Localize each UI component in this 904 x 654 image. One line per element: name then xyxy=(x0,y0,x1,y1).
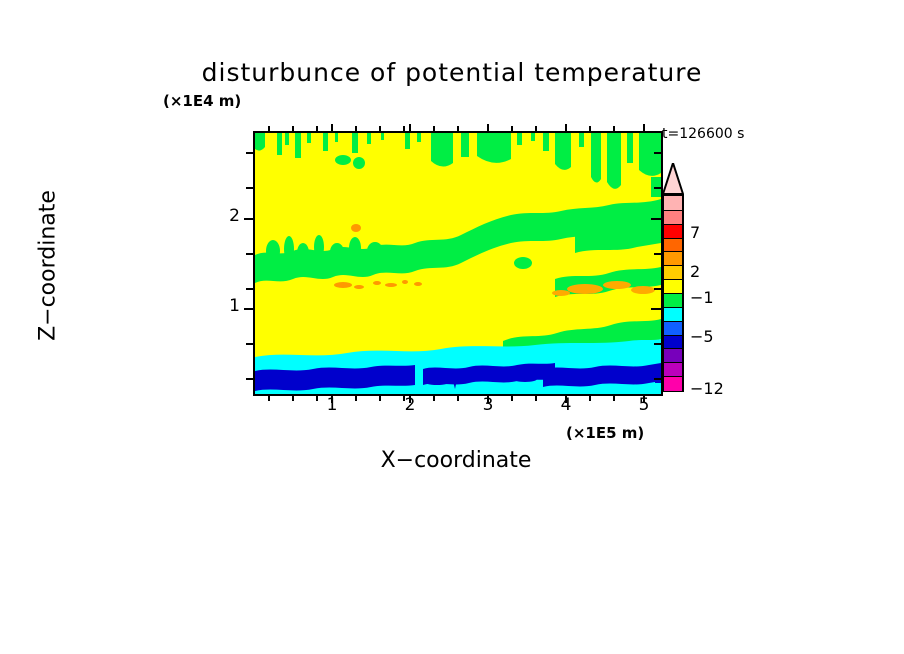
colorbar-segment xyxy=(664,265,682,281)
x-tick xyxy=(355,394,357,401)
x-tick-label: 2 xyxy=(404,395,416,415)
colorbar-segment xyxy=(664,293,682,308)
x-tick-major xyxy=(331,394,333,403)
x-tick-top xyxy=(292,126,294,133)
z-unit-label: (×1E4 m) xyxy=(163,92,242,110)
contour-plot[interactable] xyxy=(253,131,663,396)
x-tick-top xyxy=(511,126,513,133)
page-title: disturbunce of potential temperature xyxy=(201,58,703,87)
colorbar-segment xyxy=(664,209,682,225)
colorbar-label: −1 xyxy=(690,288,714,307)
contour-field xyxy=(255,133,661,394)
x-tick-major xyxy=(643,394,645,403)
colorbar-label: 2 xyxy=(690,262,701,281)
x-unit-label: (×1E5 m) xyxy=(566,424,645,442)
x-tick-label: 5 xyxy=(638,395,650,415)
x-tick-top xyxy=(589,126,591,133)
y-tick-label: 2 xyxy=(229,206,240,226)
colorbar-segment xyxy=(664,279,682,294)
colorbar-segment xyxy=(664,251,682,267)
colorbar-segment xyxy=(664,306,682,322)
y-tick-right xyxy=(654,378,661,380)
colorbar-segment xyxy=(664,362,682,378)
y-tick xyxy=(246,253,253,255)
x-tick-top xyxy=(355,126,357,133)
colorbar-segment xyxy=(664,320,682,336)
x-tick xyxy=(457,394,459,401)
x-tick-major xyxy=(487,394,489,403)
x-tick-top-major xyxy=(409,124,411,133)
y-tick-label: 1 xyxy=(229,296,240,316)
colorbar-segment xyxy=(664,376,682,391)
colorbar-segment xyxy=(664,237,682,253)
y-tick xyxy=(246,288,253,290)
y-tick-major xyxy=(244,218,254,220)
x-tick-label: 1 xyxy=(326,395,338,415)
colorbar-label: −12 xyxy=(690,379,724,398)
y-tick xyxy=(246,187,253,189)
x-tick-top xyxy=(457,126,459,133)
x-tick-label: 4 xyxy=(560,395,572,415)
y-tick-major xyxy=(244,308,254,310)
x-tick-top xyxy=(535,126,537,133)
x-tick xyxy=(403,394,405,401)
x-tick xyxy=(268,394,270,401)
colorbar-arrow-icon xyxy=(662,163,684,195)
colorbar-label: −5 xyxy=(690,327,714,346)
y-tick-right xyxy=(654,253,661,255)
x-tick xyxy=(511,394,513,401)
colorbar-segment xyxy=(664,334,682,350)
x-tick xyxy=(613,394,615,401)
x-tick xyxy=(535,394,537,401)
colorbar-label: 7 xyxy=(690,223,701,242)
y-tick-right xyxy=(654,152,661,154)
x-tick xyxy=(292,394,294,401)
x-tick-label: 3 xyxy=(482,395,494,415)
x-tick-major xyxy=(565,394,567,403)
colorbar-segment xyxy=(664,196,682,210)
time-annotation: t=126600 s xyxy=(662,126,745,142)
x-tick xyxy=(589,394,591,401)
x-tick xyxy=(433,394,435,401)
colorbar-scale xyxy=(662,194,684,392)
x-axis-title: X−coordinate xyxy=(380,448,532,473)
y-tick-right xyxy=(654,288,661,290)
y-tick-right-major xyxy=(651,218,661,220)
y-tick xyxy=(246,152,253,154)
y-tick-right xyxy=(654,343,661,345)
x-tick-top xyxy=(433,126,435,133)
y-tick xyxy=(246,378,253,380)
y-axis-title: Z−coordinate xyxy=(35,190,61,341)
x-tick-top xyxy=(268,126,270,133)
x-tick-top-major xyxy=(487,124,489,133)
x-tick xyxy=(316,394,318,401)
x-tick xyxy=(379,394,381,401)
x-tick-top-major xyxy=(565,124,567,133)
colorbar-segment xyxy=(664,223,682,239)
x-tick-top xyxy=(613,126,615,133)
colorbar-segment xyxy=(664,348,682,364)
x-tick-top-major xyxy=(643,124,645,133)
x-tick-top xyxy=(403,126,405,133)
x-tick-top-major xyxy=(331,124,333,133)
x-tick-top xyxy=(316,126,318,133)
y-tick-right-major xyxy=(651,308,661,310)
x-tick-top xyxy=(379,126,381,133)
y-tick xyxy=(246,343,253,345)
y-tick-right xyxy=(654,187,661,189)
x-tick-major xyxy=(409,394,411,403)
